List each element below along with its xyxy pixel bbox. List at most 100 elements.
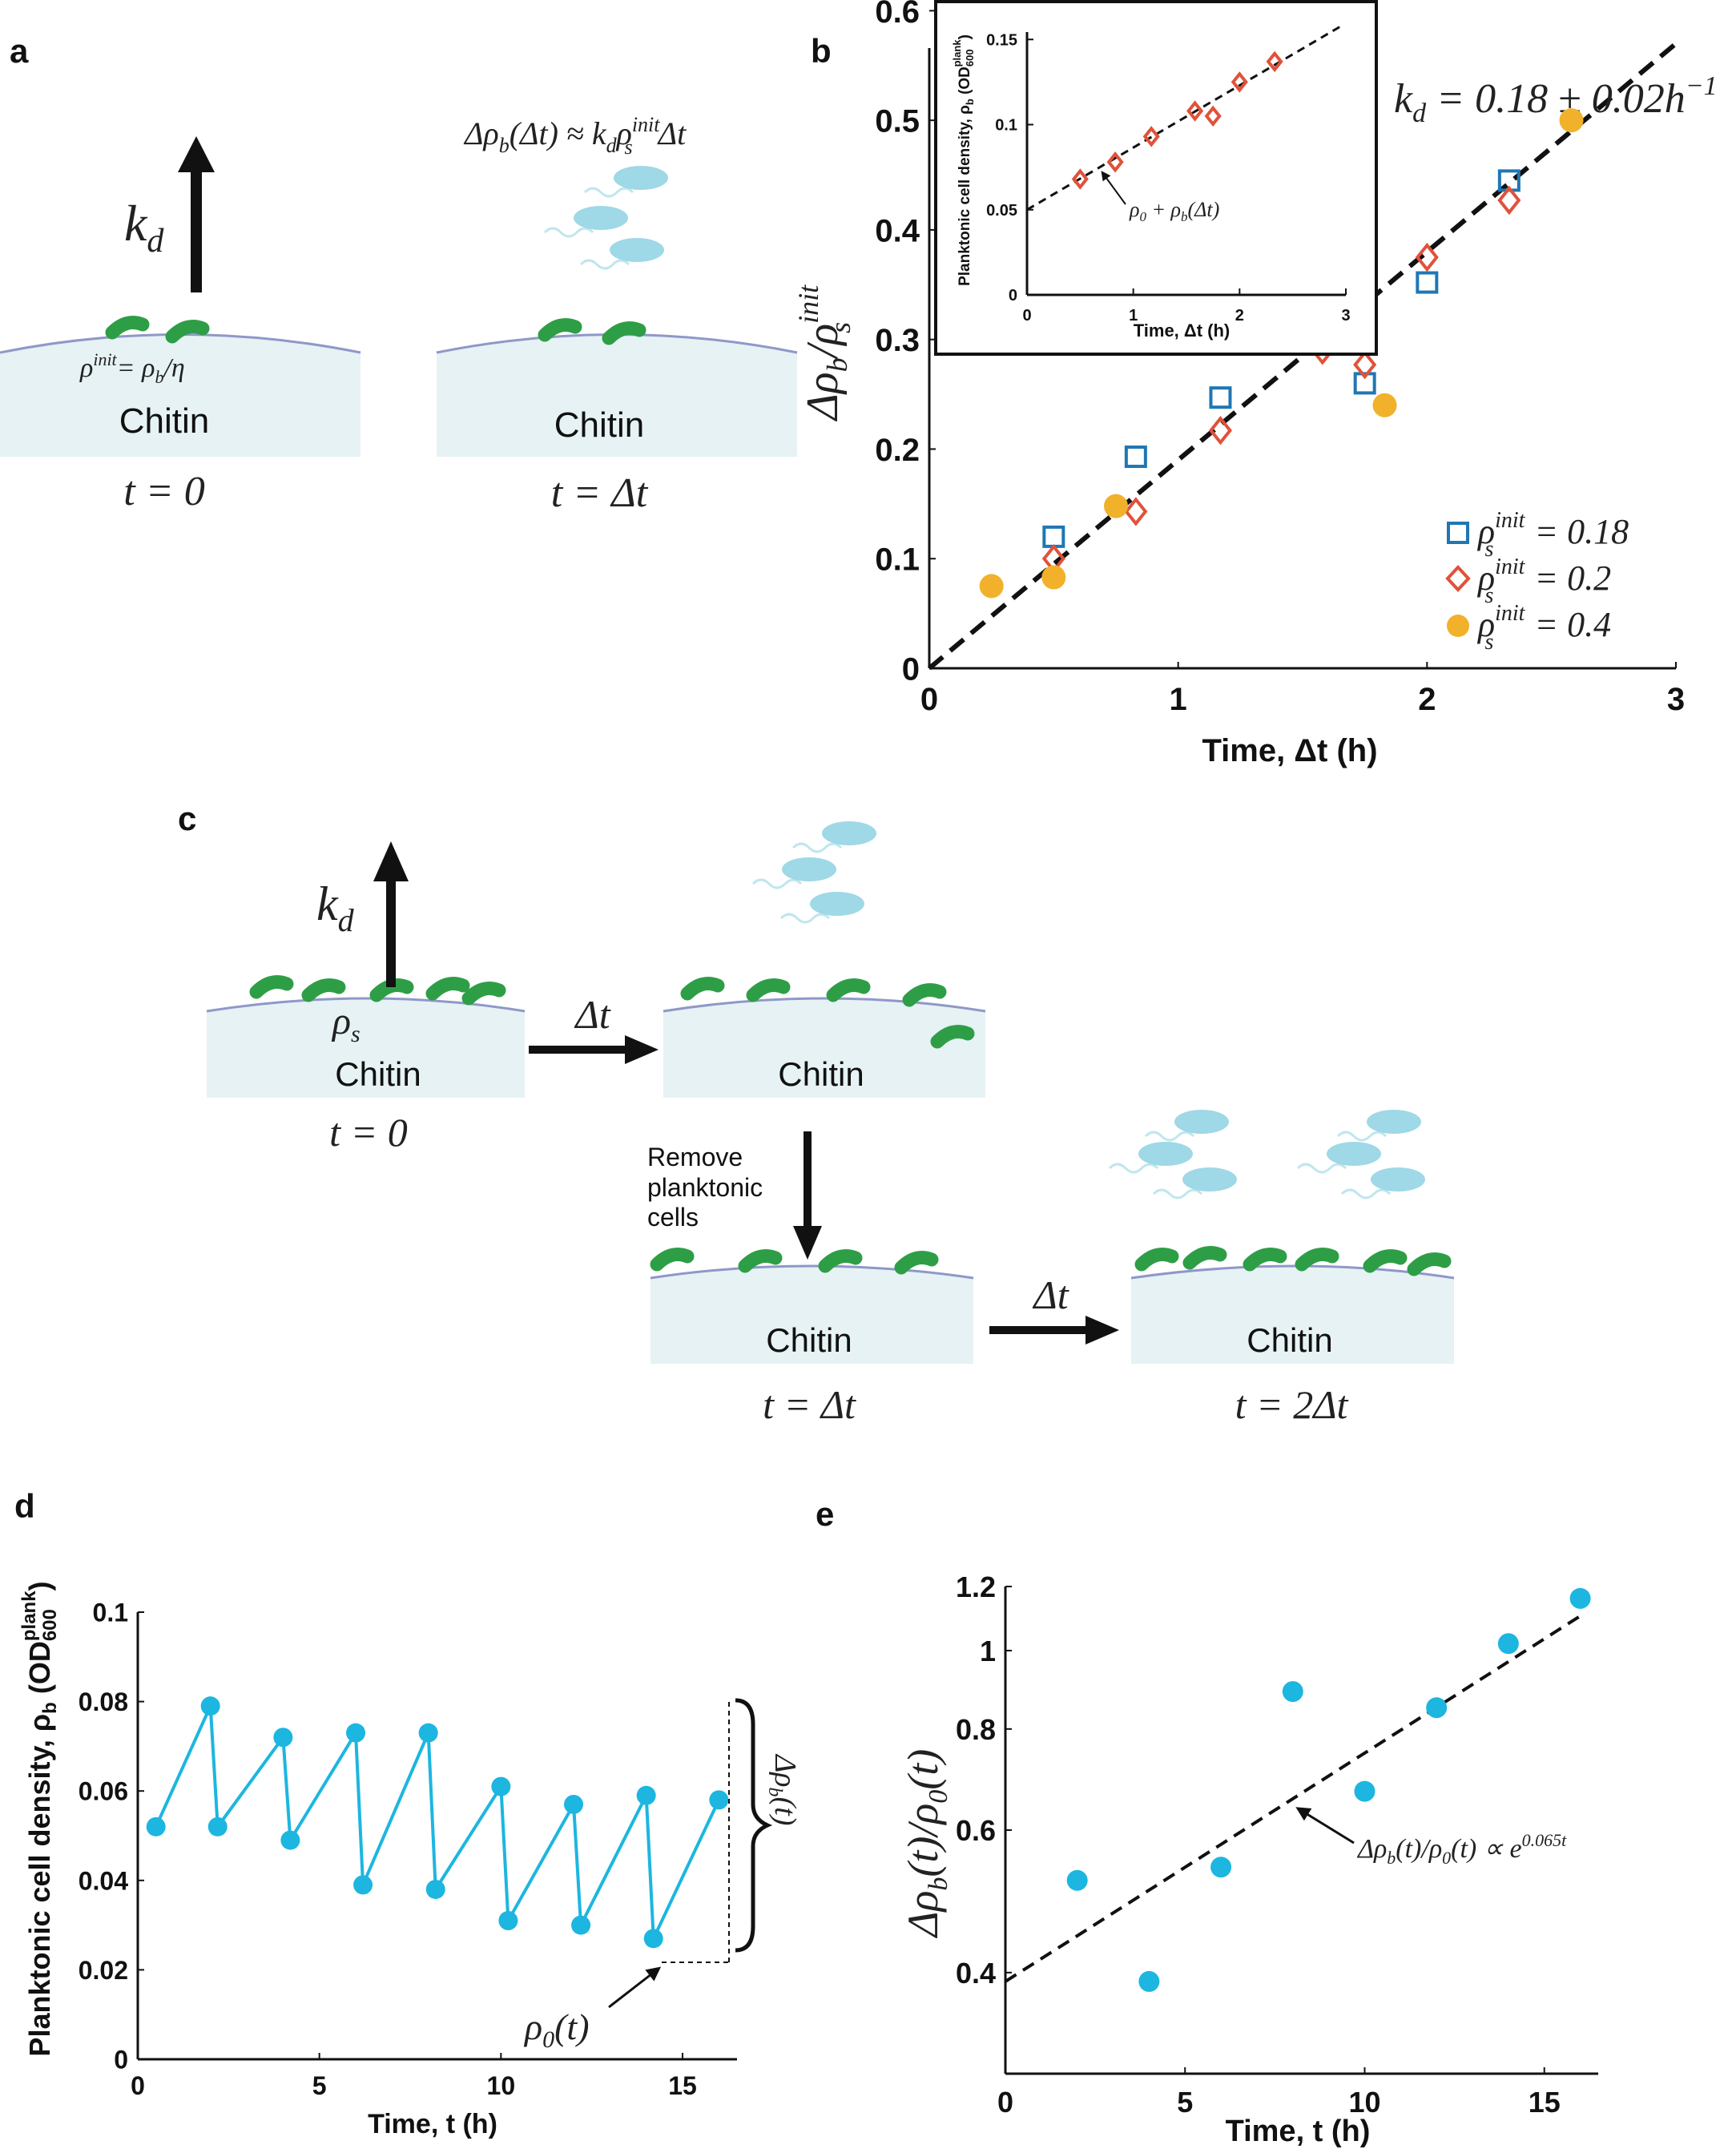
data-point-diamond — [1415, 242, 1439, 272]
y-tick-label: 1 — [980, 1635, 996, 1667]
data-point-circle — [1210, 1857, 1232, 1878]
x-tick-label: 0 — [1022, 307, 1031, 325]
bacterium-icon — [1190, 1253, 1220, 1263]
planktonic-cell-icon — [543, 204, 630, 238]
inset-annotation: ρ0 + ρb(Δt) — [1129, 198, 1219, 224]
data-point-diamond — [1204, 105, 1222, 127]
bacterium-icon — [112, 323, 143, 333]
data-point-diamond — [1208, 416, 1233, 446]
data-point-square — [1124, 446, 1147, 469]
time-label-tdt: t = Δt — [763, 1382, 856, 1427]
chitin-label: Chitin — [119, 401, 210, 441]
data-point-square — [1209, 386, 1232, 409]
bacterium-icon — [825, 1256, 856, 1266]
planktonic-cell-icon — [1108, 1140, 1194, 1174]
bacterium-icon — [545, 325, 575, 335]
data-point-diamond — [1353, 349, 1377, 380]
time-label-tdt: t = Δt — [551, 470, 649, 516]
chart-e: 0 5 10 15 0.4 0.6 0.8 1 1.2 Time, t (h) Δρb(t)/ρ… — [899, 1570, 1598, 2148]
y-tick-label: 0.15 — [986, 31, 1017, 49]
y-tick-label: 0.08 — [79, 1687, 128, 1716]
data-point-square — [1042, 525, 1065, 548]
y-tick-label: 0.4 — [875, 213, 920, 248]
y-tick-label: 0.6 — [875, 0, 920, 30]
bacterium-icon — [901, 1258, 932, 1268]
y-tick-label: 0.2 — [875, 433, 920, 468]
bacterium-icon — [833, 986, 864, 995]
chitin-block — [437, 334, 797, 457]
bacterium-icon — [308, 986, 339, 995]
y-tick-label: 0.3 — [875, 323, 920, 358]
y-axis-label: Planktonic cell density, ρb (OD600plank) — [18, 1581, 61, 2056]
y-tick-label: 0 — [902, 651, 920, 687]
x-tick-label: 15 — [1529, 2086, 1561, 2119]
x-tick-label: 3 — [1341, 307, 1350, 325]
data-point-circle — [200, 1696, 220, 1716]
x-tick-label: 5 — [312, 2071, 327, 2100]
chitin-surface — [650, 1264, 974, 1280]
data-point-circle — [207, 1816, 228, 1837]
legend-marker-diamond — [1445, 565, 1471, 592]
y-axis-label: Δρb(t)/ρ0(t) — [899, 1749, 953, 1938]
bacterium-icon — [1370, 1256, 1400, 1266]
brace-icon — [735, 1698, 773, 1953]
data-point-circle — [1497, 1633, 1519, 1655]
fit-line — [1004, 1615, 1581, 1983]
planktonic-cell-icon — [1144, 1108, 1231, 1142]
time-label-t0: t = 0 — [123, 469, 205, 514]
bacterium-icon — [1250, 1255, 1280, 1264]
chitin-surface — [663, 997, 986, 1013]
y-tick-label: 0.5 — [875, 104, 920, 139]
x-axis-label: Time, Δt (h) — [1202, 733, 1377, 768]
bacterium-icon — [1414, 1260, 1444, 1269]
data-point-circle — [571, 1915, 591, 1935]
data-point-circle — [1282, 1681, 1303, 1703]
delta-t-label: Δt — [574, 992, 610, 1037]
planktonic-cell-icon — [779, 890, 866, 924]
data-point-diamond — [1266, 50, 1283, 73]
data-point-diamond — [1186, 100, 1204, 122]
chitin-label: Chitin — [778, 1055, 864, 1093]
chitin-label: Chitin — [766, 1321, 852, 1359]
x-tick-label: 3 — [1667, 682, 1685, 717]
planktonic-cell-icon — [579, 236, 666, 270]
data-point-diamond — [1071, 168, 1089, 190]
x-tick-label: 2 — [1235, 307, 1244, 325]
x-tick-label: 5 — [1177, 2086, 1193, 2119]
y-tick-label: 0.02 — [79, 1956, 128, 1985]
arrow-head-icon — [625, 1035, 659, 1064]
chart-b: 0 1 2 3 0 0.1 0.2 0.3 0.4 0.5 0.6 Time, Δt (h) Δρb… — [792, 0, 1718, 768]
y-tick-label: 0.05 — [986, 202, 1017, 220]
y-tick-label: 0.6 — [956, 1814, 996, 1847]
data-point-circle — [418, 1723, 438, 1743]
x-tick-label: 1 — [1129, 307, 1138, 325]
data-point-circle — [280, 1830, 300, 1850]
legend-marker-circle — [1447, 615, 1469, 637]
planktonic-cell-icon — [1296, 1140, 1383, 1174]
x-tick-label: 10 — [1348, 2086, 1380, 2119]
y-tick-label: 0 — [1009, 287, 1017, 304]
bacterium-icon — [657, 1255, 687, 1264]
y-tick-label: 0.04 — [79, 1866, 128, 1895]
x-tick-label: 1 — [1170, 682, 1187, 717]
fit-label: Δρb(t)/ρ0(t) ∝ e0.065t — [1356, 1830, 1567, 1868]
panel-label-e: e — [816, 1495, 835, 1533]
y-tick-label: 0.1 — [875, 542, 920, 578]
kd-label: kd — [316, 877, 355, 938]
schematic-a: kd ρinit= ρb/η Chitin t = 0 Δρb(Δt) ≈ kd… — [0, 113, 798, 516]
data-point-circle — [636, 1785, 656, 1805]
data-point-circle — [1426, 1697, 1448, 1719]
chitin-block — [0, 334, 360, 457]
chitin-surface — [206, 997, 526, 1013]
x-tick-label: 15 — [668, 2071, 697, 2100]
fit-label: kd = 0.18 ± 0.02h−1 — [1394, 71, 1718, 128]
x-axis-label: Time, t (h) — [368, 2109, 497, 2139]
fit-annotation-arrow — [1295, 1807, 1355, 1845]
data-point-circle — [1041, 565, 1066, 590]
y-tick-label: 0.1 — [93, 1599, 128, 1627]
x-tick-label: 10 — [487, 2071, 516, 2100]
bacterium-icon — [433, 984, 463, 994]
chitin-block — [663, 998, 985, 1098]
data-point-circle — [1559, 108, 1584, 133]
